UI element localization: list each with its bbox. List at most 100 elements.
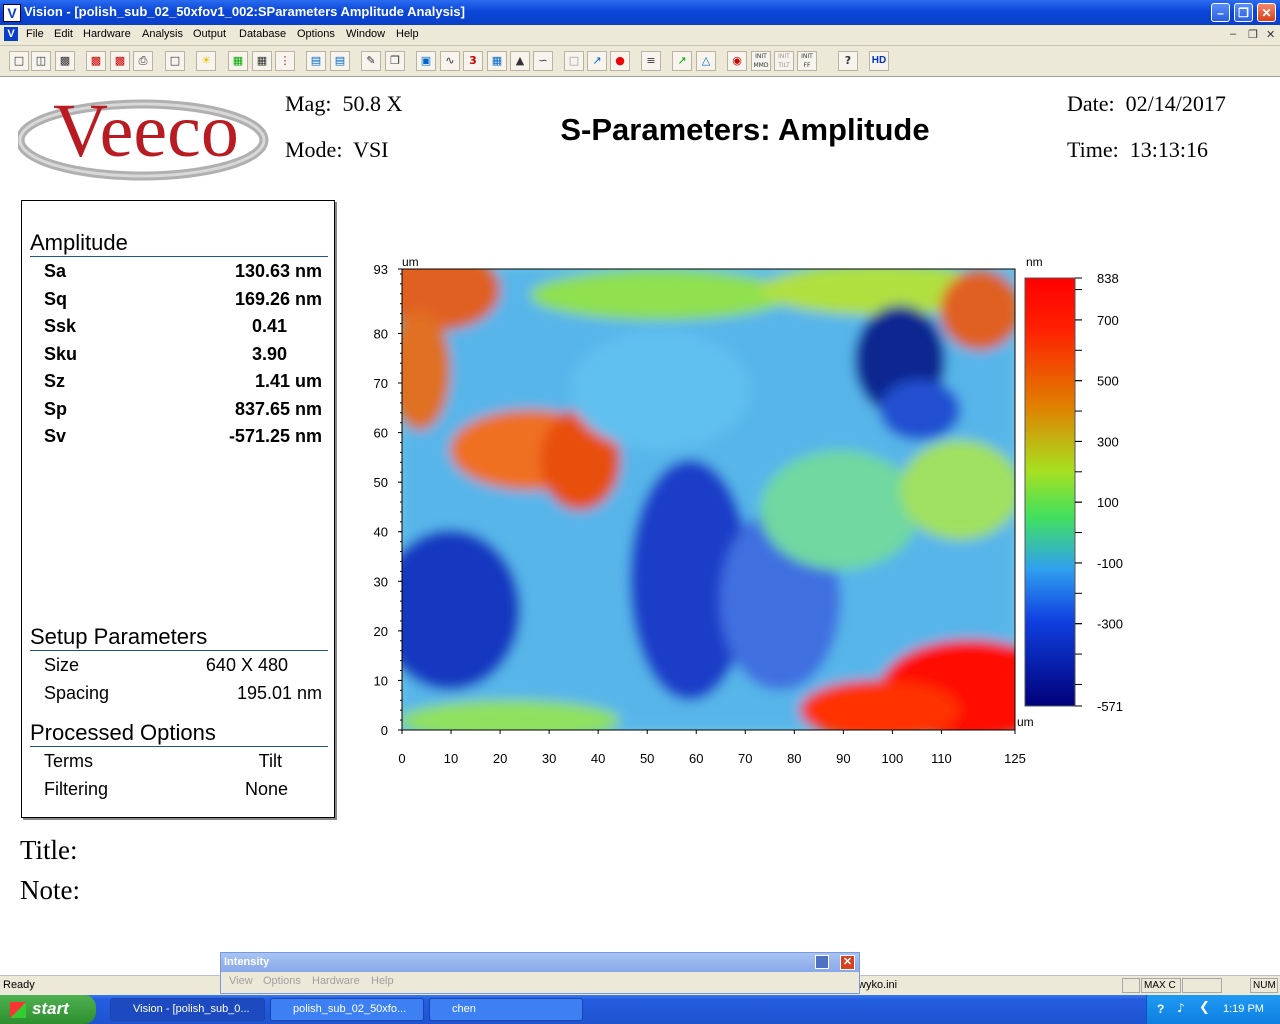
x-tick-label: 10 (444, 751, 458, 766)
init-tilt-button[interactable]: INIT TILT (774, 51, 794, 71)
color-map-icon[interactable]: ▦ (228, 51, 248, 71)
start-label: start (32, 999, 69, 1018)
help-icon[interactable]: ? (838, 51, 858, 71)
blank-tool-icon[interactable]: □ (564, 51, 584, 71)
fit-icon[interactable]: ∽ (533, 51, 553, 71)
histogram-icon[interactable]: ▦ (487, 51, 507, 71)
color-tick-label: -571 (1097, 699, 1123, 714)
save-icon[interactable]: ▩ (55, 51, 75, 71)
toolbar: □ ◫ ▩ ▩ ▩ ⎙ □ ☀ ▦ ▦ ⋮ ▤ ▤ ✎ ❐ ▣ ∿ 3 ▦ ▲ … (0, 46, 1280, 77)
menu-options[interactable]: Options (297, 28, 335, 40)
intensity-window[interactable]: Intensity ✕ View Options Hardware Help (220, 952, 860, 994)
clock: 1:19 PM (1223, 1003, 1264, 1015)
param-name: Sq (44, 289, 68, 309)
color-tick-label: 700 (1097, 313, 1119, 328)
save-as-icon[interactable]: ▩ (86, 51, 106, 71)
speaker-icon[interactable]: ♪ (1177, 1001, 1185, 1015)
menu-output[interactable]: Output (193, 28, 227, 40)
status-pane-num: NUM (1250, 978, 1278, 993)
menu-analysis[interactable]: Analysis (142, 28, 183, 40)
init-icon[interactable]: ◉ (727, 51, 747, 71)
windows-logo-icon (10, 1002, 26, 1018)
amplitude-heading: Amplitude (30, 230, 128, 255)
report-icon[interactable]: ▤ (306, 51, 326, 71)
close-icon[interactable]: ✕ (840, 955, 855, 970)
page-icon[interactable]: □ (165, 51, 185, 71)
menu-hardware[interactable]: Hardware (83, 28, 131, 40)
task-vision[interactable]: Vision - [polish_sub_0... (110, 998, 265, 1021)
date-label: Date: (1067, 91, 1115, 116)
mdi-minimize-icon[interactable]: – (1230, 28, 1237, 40)
ruler-icon[interactable]: ✎ (361, 51, 381, 71)
multi-view-icon[interactable]: ▦ (252, 51, 272, 71)
x-tick-label: 80 (787, 751, 801, 766)
x-tick-label: 20 (493, 751, 507, 766)
color-tick-label: 838 (1097, 271, 1119, 286)
param-name: Sv (44, 426, 67, 446)
profile-icon[interactable]: ∿ (440, 51, 460, 71)
intensity-menu-view[interactable]: View (229, 975, 253, 987)
color-tick-label: 500 (1097, 374, 1119, 389)
copy-icon[interactable]: ❐ (385, 51, 405, 71)
init-ff-button[interactable]: INIT FF (797, 51, 817, 71)
dots-icon[interactable]: ⋮ (275, 51, 295, 71)
peaks-icon[interactable]: ▲ (510, 51, 530, 71)
intensity-menu-hardware[interactable]: Hardware (312, 975, 360, 987)
hd-button[interactable]: HD (869, 51, 889, 71)
menu-edit[interactable]: Edit (54, 28, 73, 40)
cursor-tool-icon[interactable]: ↗ (587, 51, 607, 71)
app-icon[interactable]: V (3, 4, 21, 22)
task-chen-folder[interactable]: chen (429, 998, 583, 1021)
init-mmd-button[interactable]: INIT MMD (751, 51, 771, 71)
start-button[interactable]: start (0, 995, 96, 1024)
record-icon[interactable]: ● (610, 51, 630, 71)
window-title-bar[interactable]: V Vision - [polish_sub_02_50xfov1_002:SP… (0, 0, 1280, 25)
chevron-left-icon[interactable]: ❮ (1199, 1000, 1210, 1015)
pin-icon[interactable] (815, 955, 829, 969)
open-folder-icon[interactable]: ◫ (31, 51, 51, 71)
y-tick-label: 10 (374, 673, 388, 688)
param-value: 0.41 (251, 316, 287, 336)
intensity-menu-help[interactable]: Help (371, 975, 394, 987)
surface-map-plot: 0 10 20 30 40 50 60 70 80 90 100 110 125 0 10 20 30 40 50… (374, 255, 1124, 766)
param-name: Sku (44, 344, 78, 364)
date-readout: Date: 02/14/2017 (1067, 91, 1226, 117)
report-two-icon[interactable]: ▤ (330, 51, 350, 71)
new-file-icon[interactable]: □ (9, 51, 29, 71)
menu-window[interactable]: Window (346, 28, 386, 40)
setup-name: Spacing (44, 683, 110, 703)
processed-heading: Processed Options (30, 720, 216, 745)
intensity-title: Intensity (224, 956, 270, 968)
y-tick-label: 30 (374, 574, 388, 589)
task-polish-file[interactable]: polish_sub_02_50xfo... (270, 998, 424, 1021)
mdi-restore-icon[interactable]: ❐ (1248, 29, 1258, 41)
color-scale-unit: nm (1026, 255, 1043, 269)
pyramid-icon[interactable]: △ (696, 51, 716, 71)
align-icon[interactable]: ≡ (641, 51, 661, 71)
param-name: Sp (44, 399, 68, 419)
system-tray: ? ♪ ❮ 1:19 PM (1146, 995, 1280, 1024)
menu-file[interactable]: File (26, 28, 44, 40)
marker-icon[interactable]: ↗ (672, 51, 692, 71)
help-tray-icon[interactable]: ? (1157, 1002, 1165, 1016)
intensity-menu-options[interactable]: Options (263, 975, 301, 987)
setup-value: 640 X 480 (205, 655, 288, 675)
intensity-title-bar[interactable]: Intensity ✕ (221, 953, 859, 972)
print-icon[interactable]: ⎙ (133, 51, 153, 71)
veeco-logo: Veeco (15, 86, 276, 182)
close-icon[interactable]: ✕ (1257, 3, 1276, 22)
document-icon[interactable]: V (4, 27, 18, 41)
save-red-icon[interactable]: ▩ (110, 51, 130, 71)
sun-icon[interactable]: ☀ (196, 51, 216, 71)
mdi-close-icon[interactable]: ✕ (1266, 29, 1276, 41)
menu-help[interactable]: Help (396, 28, 419, 40)
restore-icon[interactable]: ❐ (1234, 3, 1253, 22)
y-tick-label: 50 (374, 475, 388, 490)
menu-bar: V File Edit Hardware Analysis Output Dat… (0, 25, 1280, 46)
minimize-icon[interactable]: – (1211, 3, 1230, 22)
three-d-icon[interactable]: 3 (463, 51, 483, 71)
y-tick-label: 40 (374, 525, 388, 540)
contour-icon[interactable]: ▣ (416, 51, 436, 71)
mode-label: Mode: (285, 137, 343, 162)
menu-database[interactable]: Database (239, 28, 287, 40)
